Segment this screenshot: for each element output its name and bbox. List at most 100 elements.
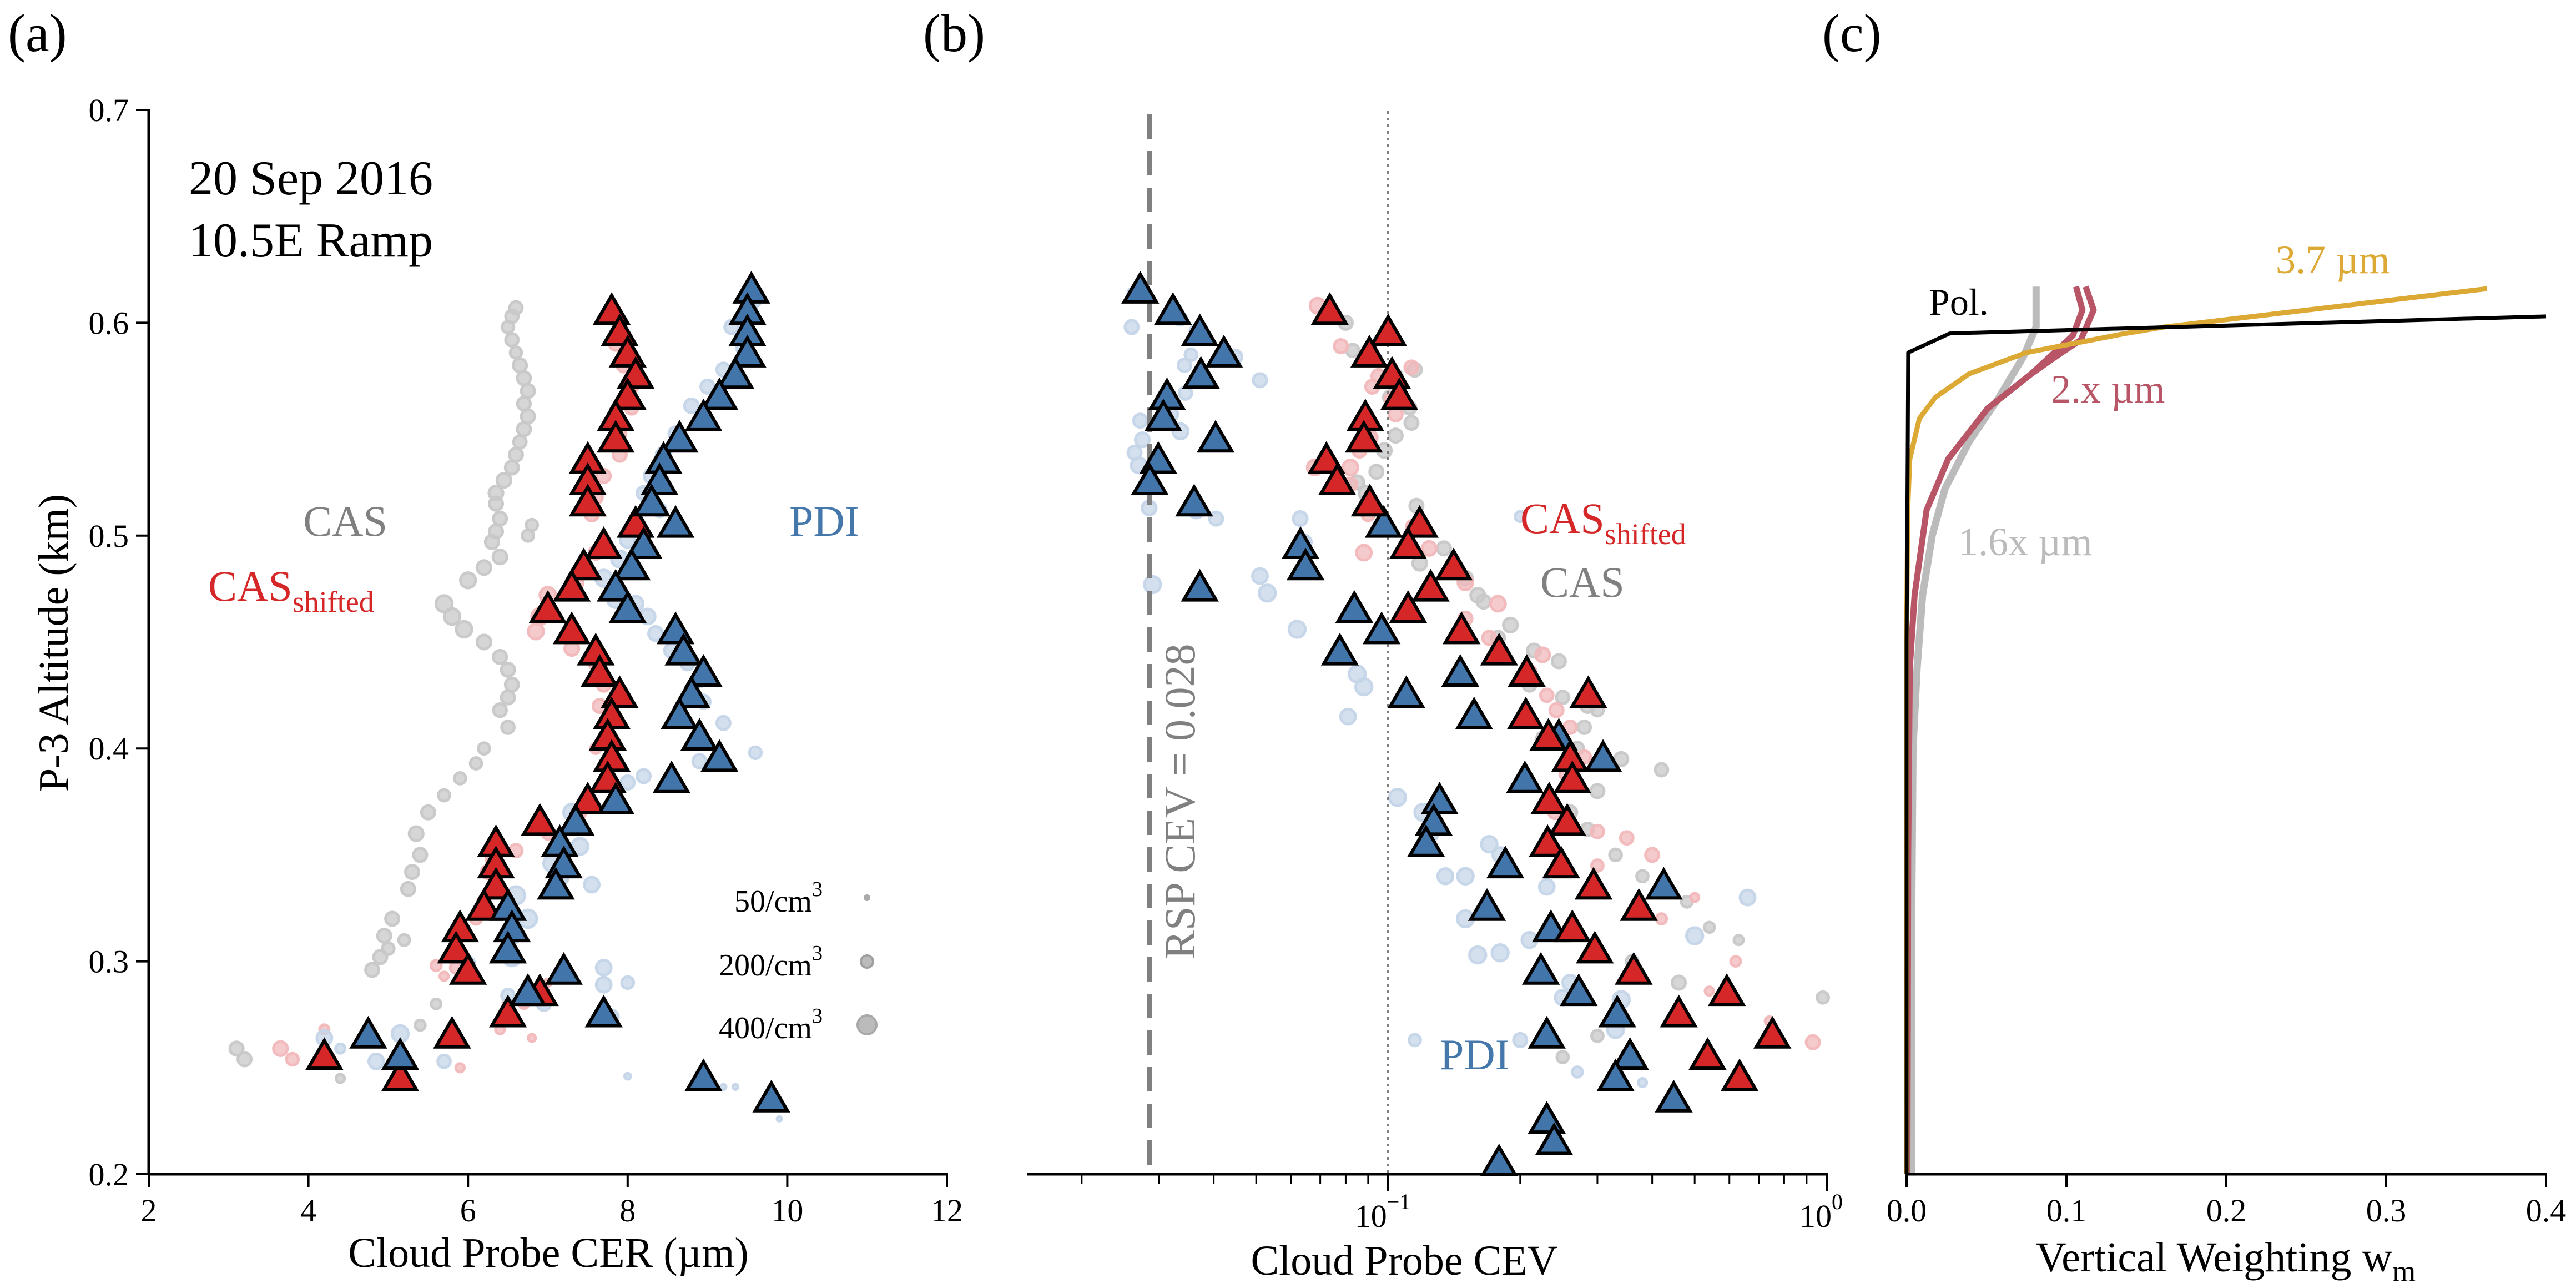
tick-base: 10 bbox=[1355, 1198, 1387, 1234]
panel-b-triangle-cas-shifted bbox=[1411, 568, 1450, 602]
legend-50-sup: 3 bbox=[812, 878, 823, 901]
panel-a-circle-pdi bbox=[636, 768, 652, 784]
panel-a-triangle-cas-shifted bbox=[552, 611, 591, 645]
panel-a-triangle-pdi bbox=[656, 505, 695, 538]
panel-b-circle-pdi bbox=[1123, 319, 1140, 335]
panel-a-circle-pdi bbox=[715, 715, 732, 731]
panel-a-x-tick-label: 8 bbox=[619, 1193, 636, 1229]
panel-a-triangle-cas-shifted bbox=[433, 1015, 471, 1049]
panel-a-y-tick-label: 0.2 bbox=[89, 1156, 129, 1193]
panel-b-circle-pdi bbox=[1183, 347, 1198, 363]
panel-a-triangle-pdi bbox=[716, 356, 755, 389]
panel-a-x-ticks: 2 4 6 8 10 12 bbox=[141, 1174, 963, 1229]
panel-b-triangle-pdi bbox=[1335, 590, 1374, 623]
panel-b-circle-pdi bbox=[1738, 888, 1757, 907]
panel-b-triangle-pdi bbox=[1320, 632, 1359, 666]
panel-b-triangle-cas-shifted bbox=[1553, 909, 1591, 943]
panel-b-triangle-cas-shifted bbox=[1574, 867, 1613, 900]
panel-a-circle-pdi bbox=[620, 975, 636, 990]
panel-b-circle-pdi bbox=[1257, 583, 1277, 603]
panel-b-circle-pdi bbox=[1251, 567, 1269, 585]
panel-b-triangle-pdi bbox=[1521, 952, 1560, 985]
panel-b-triangle-pdi bbox=[1528, 1101, 1566, 1134]
panel-b-circle-cas-shifted bbox=[1403, 359, 1420, 376]
panel-b-circle-pdi bbox=[1208, 510, 1224, 527]
panel-b-circle-cas bbox=[1671, 974, 1687, 991]
panel-a-circle-pdi bbox=[683, 397, 700, 415]
panel-a-circle-cas bbox=[504, 332, 520, 348]
panel-b-circle-cas bbox=[1635, 869, 1650, 884]
panel-a-triangle-cas-shifted bbox=[528, 590, 567, 623]
panel-a-circle-cas bbox=[430, 997, 443, 1010]
panel-a-triangle-pdi bbox=[537, 867, 575, 900]
panel-a-circle-cas bbox=[335, 1073, 346, 1084]
panel-b-triangle-pdi bbox=[1506, 760, 1544, 793]
panel-a-triangle-cas-shifted bbox=[477, 867, 515, 900]
panel-a-triangle-pdi bbox=[381, 1037, 420, 1070]
panel-b-triangle-cas-shifted bbox=[1542, 846, 1580, 879]
panel-a-circle-cas bbox=[520, 383, 536, 399]
tick-base: 10 bbox=[1799, 1198, 1832, 1234]
panel-b-triangle-cas-shifted bbox=[1569, 675, 1607, 708]
panel-b-triangle-cas-shifted bbox=[1350, 334, 1389, 368]
panel-b-circle-cas-shifted bbox=[1644, 847, 1661, 863]
panel-b-circle-pdi bbox=[1636, 1077, 1649, 1089]
panel-a-triangle-pdi bbox=[684, 654, 723, 687]
panel-a-circle-cas bbox=[475, 559, 493, 576]
panel-a-circle-cas bbox=[397, 933, 411, 947]
panel-b-x-ticks: 10−1 100 bbox=[1081, 1174, 1843, 1234]
panel-b-triangle-pdi bbox=[1121, 270, 1160, 304]
panel-a-pdi-label: PDI bbox=[789, 497, 859, 545]
panel-a-triangle-pdi bbox=[672, 675, 711, 708]
panel-a-circle-cas-shifted bbox=[438, 970, 450, 982]
panel-b-triangle-pdi bbox=[1131, 462, 1169, 495]
legend-400-label: 400/cm bbox=[719, 1011, 812, 1045]
panel-b-x-axis-title: Cloud Probe CEV bbox=[1251, 1237, 1557, 1284]
legend-400-marker bbox=[856, 1014, 878, 1035]
panel-b-triangle-cas-shifted bbox=[1553, 760, 1591, 793]
panel-b-circle-pdi bbox=[1388, 788, 1407, 807]
panel-c-line-3-7-m bbox=[1904, 286, 2487, 1174]
panel-b-triangle-cas-shifted bbox=[1310, 292, 1349, 325]
panel-a-circle-cas bbox=[512, 357, 528, 374]
panel-b-triangle-cas-shifted bbox=[1660, 994, 1698, 1028]
panel-b-circle-cas bbox=[1702, 920, 1716, 934]
panel-b-triangle-cas-shifted bbox=[1753, 1015, 1792, 1049]
panel-a-circle-pdi bbox=[583, 876, 601, 894]
cas-shifted-sub-b: shifted bbox=[1605, 517, 1686, 551]
panel-a-circle-cas bbox=[381, 941, 396, 956]
legend-400-sup: 3 bbox=[812, 1004, 823, 1028]
panel-a-triangle-cas-shifted bbox=[584, 526, 623, 559]
panel-a-circle-pdi bbox=[691, 753, 708, 769]
panel-b-triangle-cas-shifted bbox=[1508, 654, 1546, 687]
panel-a-triangle-cas-shifted bbox=[597, 420, 635, 453]
panel-a-triangles bbox=[305, 270, 790, 1113]
panel-a-triangle-pdi bbox=[624, 526, 663, 559]
cas-shifted-sub: shifted bbox=[293, 585, 374, 618]
panel-b-circle-pdi bbox=[1176, 358, 1192, 373]
panel-b-triangle-pdi bbox=[1204, 334, 1243, 368]
panel-b-circle-pdi bbox=[1339, 707, 1357, 726]
panel-a-triangle-pdi bbox=[664, 632, 703, 666]
panel-b-circle-cas-shifted bbox=[1729, 955, 1742, 968]
panel-a-circle-cas bbox=[420, 804, 436, 821]
panel-a-circle-cas bbox=[404, 864, 421, 881]
panel-a-circle-cas-shifted bbox=[454, 1062, 466, 1074]
panel-a-triangle-pdi bbox=[608, 590, 647, 623]
panel-b-cas-shifted-label: CASshifted bbox=[1520, 494, 1686, 551]
legend-50: 50/cm3 bbox=[734, 878, 823, 919]
panel-c-x-tick-label: 0.0 bbox=[1887, 1193, 1927, 1229]
panel-b-triangle-pdi bbox=[1560, 973, 1598, 1007]
panel-b-circle-pdi bbox=[1685, 926, 1705, 945]
panel-b-circle-pdi bbox=[1292, 510, 1309, 527]
panel-a-triangle-pdi bbox=[700, 377, 739, 410]
panel-a-triangle-cas-shifted bbox=[564, 547, 603, 581]
panel-b-triangle-cas-shifted bbox=[1707, 973, 1746, 1007]
panel-a-triangle-pdi bbox=[684, 1058, 723, 1091]
panel-a-y-tick-label: 0.7 bbox=[89, 92, 129, 128]
panel-a-circle-cas bbox=[512, 434, 528, 450]
panel-b-triangle-pdi bbox=[1154, 292, 1192, 325]
panel-b-circle-pdi bbox=[1287, 620, 1307, 639]
panel-a-circle-pdi bbox=[775, 1115, 783, 1123]
panel-b-triangle-pdi bbox=[1528, 1015, 1566, 1049]
